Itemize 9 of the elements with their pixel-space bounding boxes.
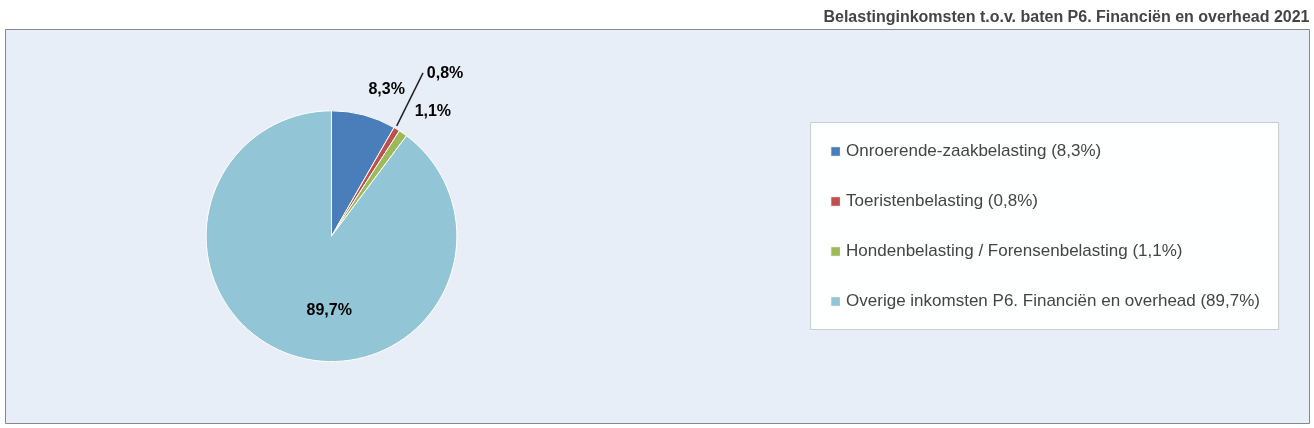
legend-label: Overige inkomsten P6. Financiën en overhead (89,7%) xyxy=(846,291,1260,311)
data-label: 0,8% xyxy=(426,64,464,82)
data-label: 8,3% xyxy=(368,80,405,98)
data-label: 89,7% xyxy=(306,301,352,319)
legend-label: Toeristenbelasting (0,8%) xyxy=(846,191,1038,211)
data-label: 1,1% xyxy=(414,102,452,120)
legend-label: Onroerende-zaakbelasting (8,3%) xyxy=(846,141,1102,161)
chart-title: Belastinginkomsten t.o.v. baten P6. Financiën en overhead 2021 xyxy=(823,7,1310,25)
legend-label: Hondenbelasting / Forensenbelasting (1,1%) xyxy=(846,241,1183,261)
